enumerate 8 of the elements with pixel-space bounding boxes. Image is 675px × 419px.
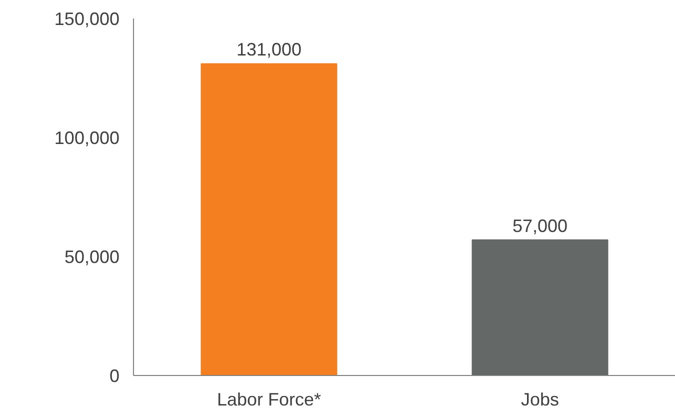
x-tick-label: Jobs	[520, 390, 560, 410]
x-tick-label: Labor Force*	[216, 390, 322, 410]
y-tick-label: 0	[109, 366, 120, 386]
y-tick-label: 150,000	[54, 9, 120, 29]
data-label: 131,000	[236, 40, 302, 60]
y-tick-label: 100,000	[54, 128, 120, 148]
y-tick-label: 50,000	[64, 247, 120, 267]
data-label: 57,000	[512, 216, 568, 236]
